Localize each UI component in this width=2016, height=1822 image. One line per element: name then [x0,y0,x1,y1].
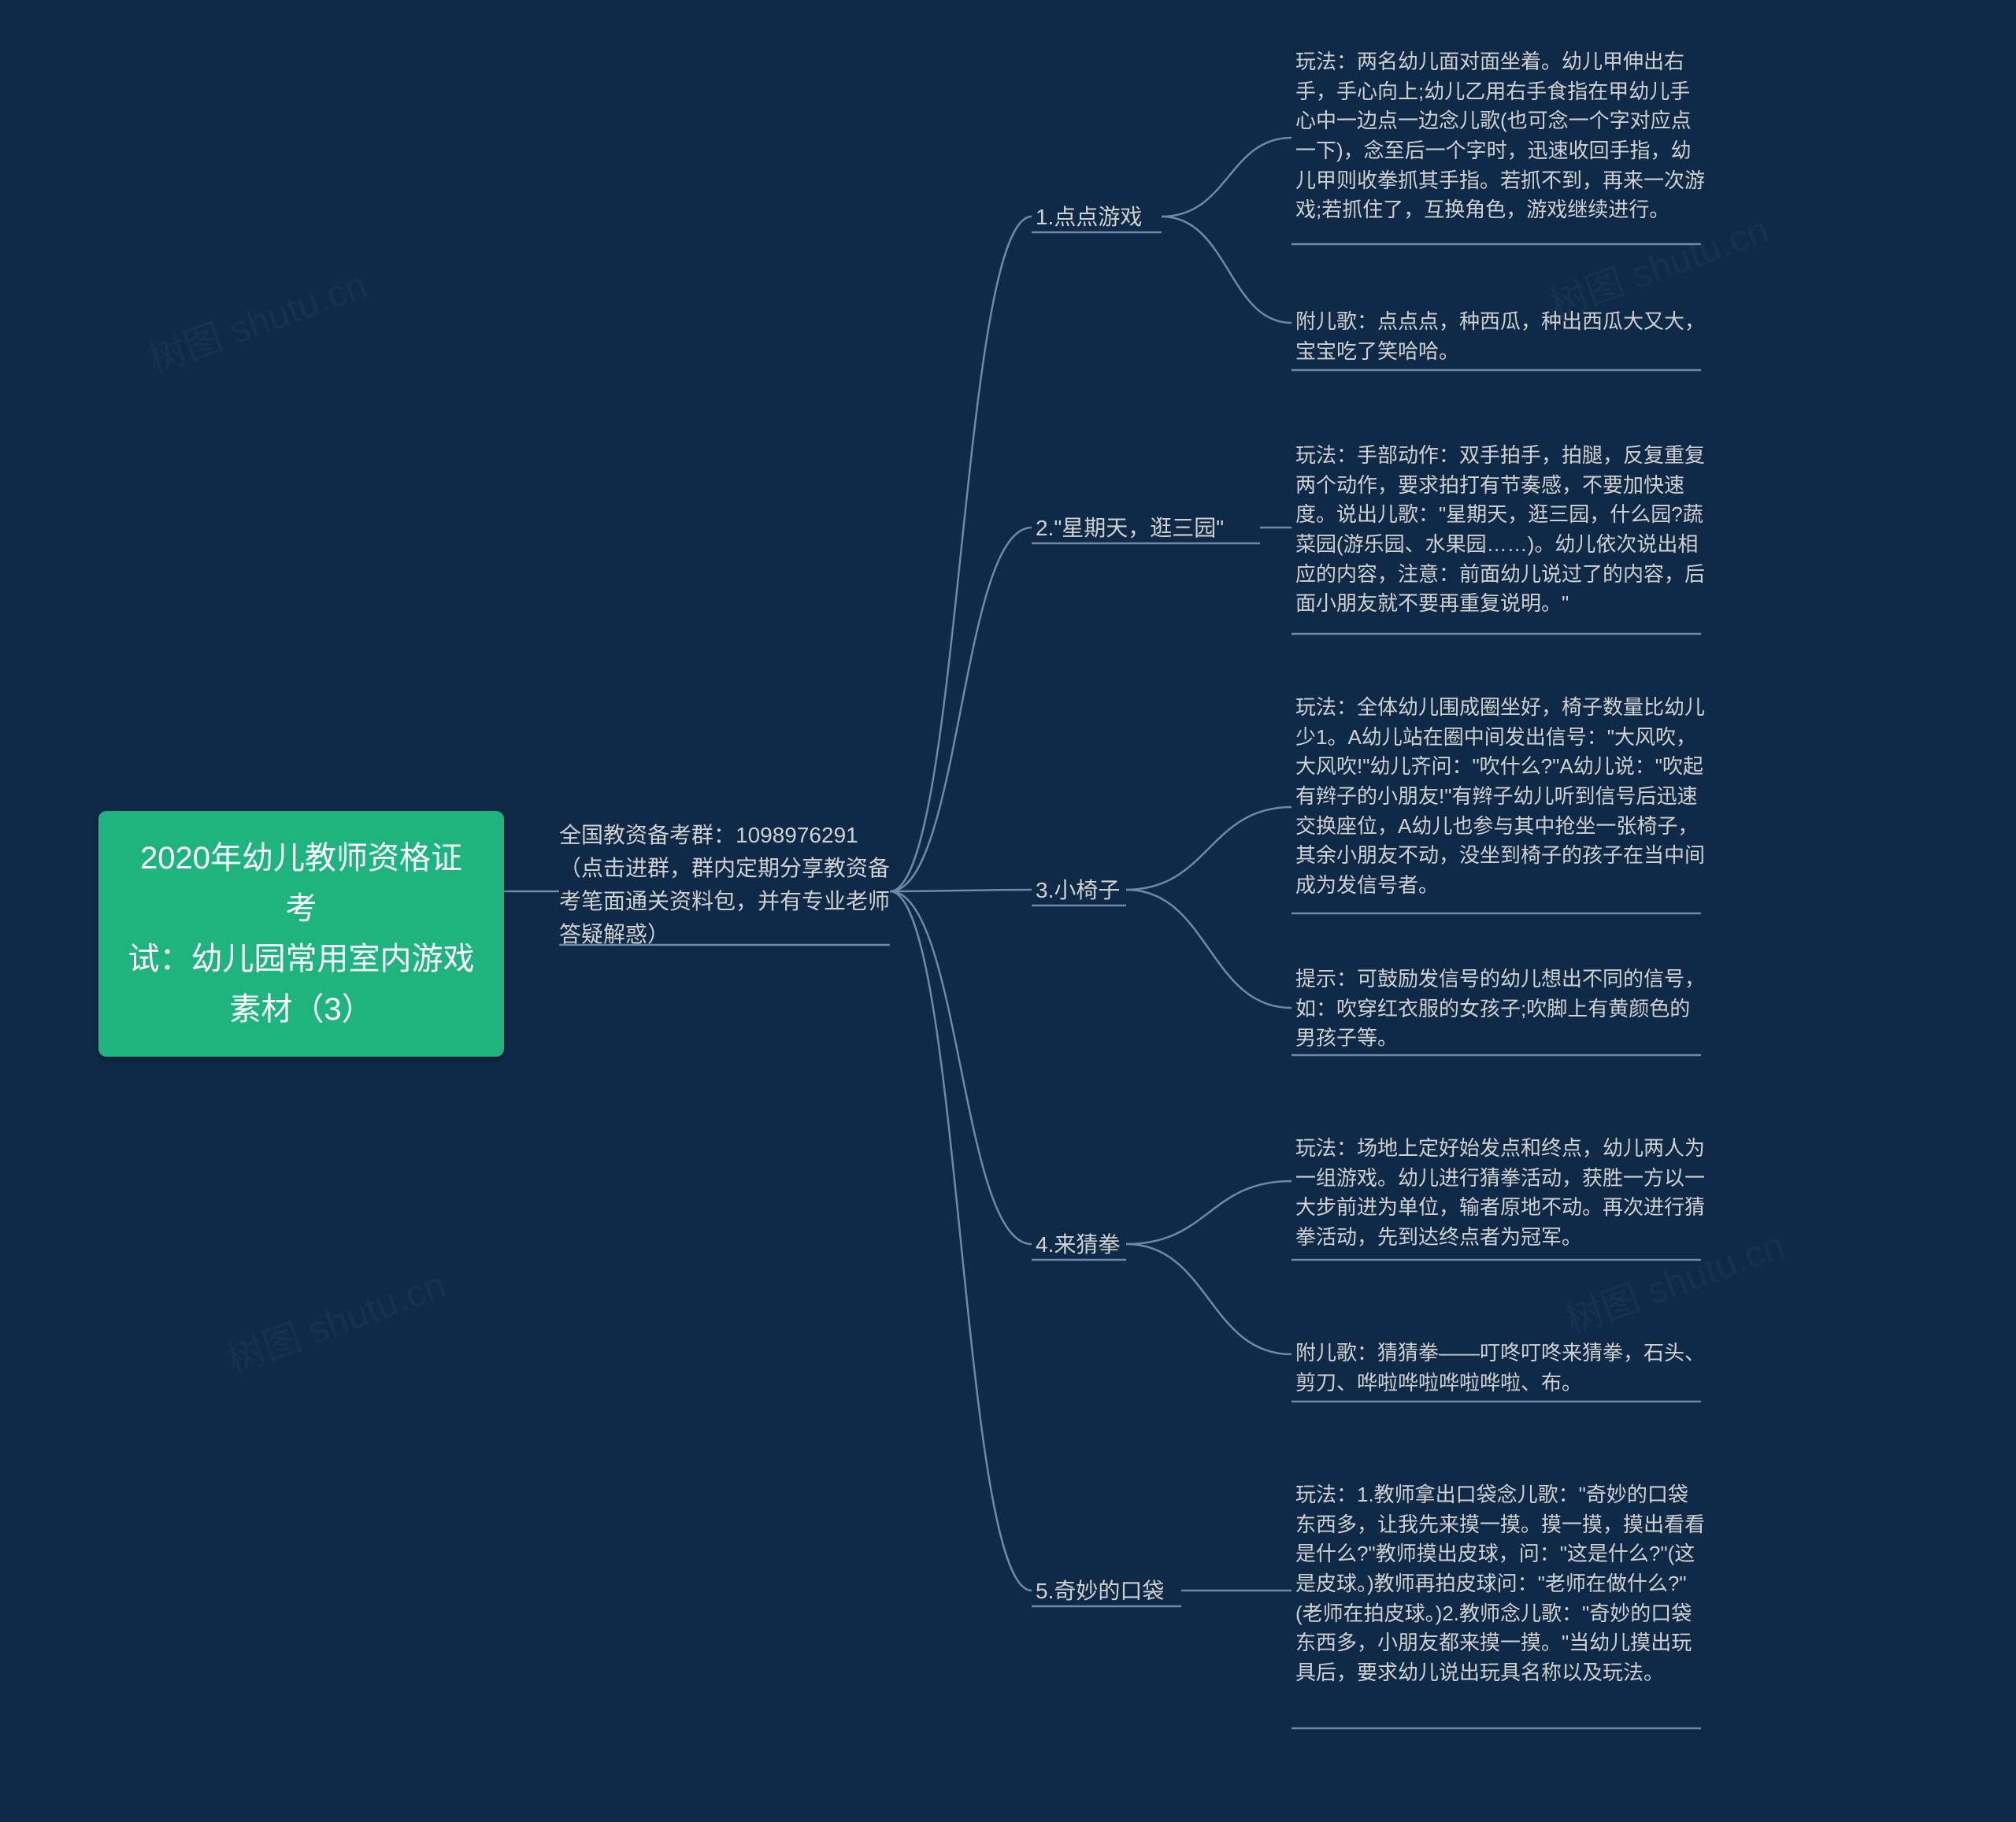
branch-2-detail-1: 玩法：手部动作：双手拍手，拍腿，反复重复两个动作，要求拍打有节奏感，不要加快速度… [1295,441,1705,619]
branch-3-detail-1: 玩法：全体幼儿围成圈坐好，椅子数量比幼儿少1。A幼儿站在圈中间发出信号："大风吹… [1295,693,1705,901]
branch-4-detail-1: 玩法：场地上定好始发点和终点，幼儿两人为一组游戏。幼儿进行猜拳活动，获胜一方以一… [1295,1134,1705,1253]
branch-4-title[interactable]: 4.来猜拳 [1036,1228,1120,1261]
watermark: 树图 shutu.cn [218,1254,452,1383]
root-line-2: 试：幼儿园常用室内游戏 [127,934,476,984]
branch-1-detail-1: 玩法：两名幼儿面对面坐着。幼儿甲伸出右手，手心向上;幼儿乙用右手食指在甲幼儿手心… [1295,47,1705,225]
root-node[interactable]: 2020年幼儿教师资格证考 试：幼儿园常用室内游戏 素材（3） [98,811,504,1057]
branch-3-title[interactable]: 3.小椅子 [1036,874,1120,907]
branch-2-title[interactable]: 2."星期天，逛三园" [1036,512,1224,545]
root-line-1: 2020年幼儿教师资格证考 [127,833,476,934]
branch-5-title[interactable]: 5.奇妙的口袋 [1036,1575,1164,1608]
branch-5-detail-1: 玩法：1.教师拿出口袋念儿歌："奇妙的口袋东西多，让我先来摸一摸。摸一摸，摸出看… [1295,1480,1705,1688]
root-line-3: 素材（3） [127,984,476,1035]
branch-1-detail-2: 附儿歌：点点点，种西瓜，种出西瓜大又大，宝宝吃了笑哈哈。 [1295,307,1705,366]
branch-4-detail-2: 附儿歌：猜猜拳——叮咚叮咚来猜拳，石头、剪刀、哗啦哗啦哗啦哗啦、布。 [1295,1339,1705,1398]
branch-3-detail-2: 提示：可鼓励发信号的幼儿想出不同的信号，如：吹穿红衣服的女孩子;吹脚上有黄颜色的… [1295,965,1705,1054]
watermark: 树图 shutu.cn [139,254,373,383]
level2-node[interactable]: 全国教资备考群：1098976291（点击进群，群内定期分享教资备考笔面通关资料… [559,819,890,951]
branch-1-title[interactable]: 1.点点游戏 [1036,201,1142,234]
